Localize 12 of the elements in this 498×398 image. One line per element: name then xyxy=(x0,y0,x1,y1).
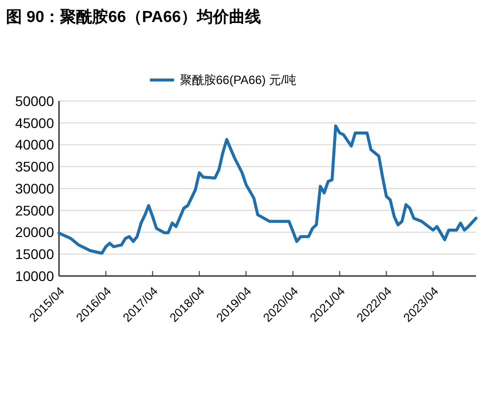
legend-label: 聚酰胺66(PA66) 元/吨 xyxy=(180,73,296,88)
y-tick-label: 15000 xyxy=(15,246,54,262)
line-series xyxy=(58,124,478,255)
y-tick-label: 45000 xyxy=(15,114,54,131)
y-tick-label: 35000 xyxy=(15,158,54,175)
y-tick-label: 20000 xyxy=(15,224,54,240)
chart-title: 图 90：聚酰胺66（PA66）均价曲线 xyxy=(6,8,261,26)
y-tick-label: 25000 xyxy=(15,202,54,218)
y-tick-label: 50000 xyxy=(15,92,54,109)
y-tick-label: 30000 xyxy=(15,180,54,196)
y-tick-label: 10000 xyxy=(15,268,54,284)
y-tick-label: 40000 xyxy=(15,136,54,153)
